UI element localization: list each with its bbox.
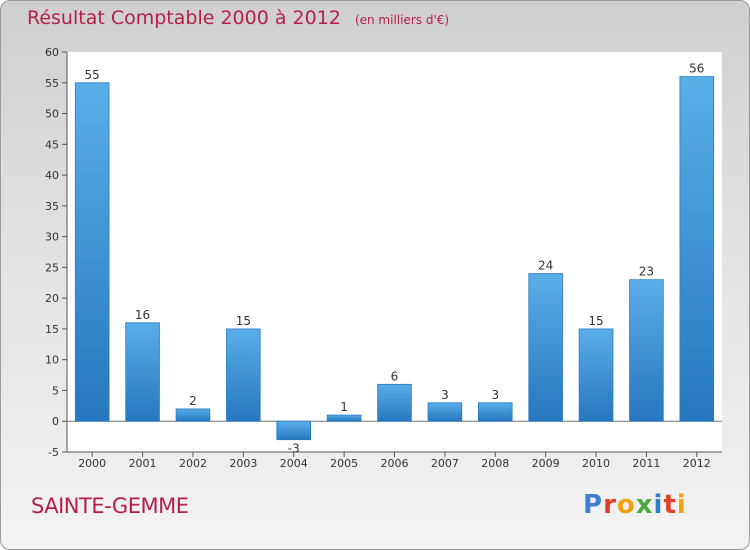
data-label-2003: 15 bbox=[236, 314, 251, 328]
chart-subtitle: (en milliers d'€) bbox=[354, 13, 450, 27]
x-tick-label-2011: 2011 bbox=[632, 457, 660, 470]
proxiti-logo: Proxiti bbox=[583, 490, 687, 520]
logo-letter: i bbox=[653, 490, 664, 520]
data-label-2001: 16 bbox=[135, 308, 150, 322]
bar-2006 bbox=[377, 383, 412, 422]
bar-2004 bbox=[276, 420, 312, 441]
data-label-2005: 1 bbox=[340, 400, 348, 414]
data-label-2002: 2 bbox=[189, 394, 197, 408]
x-tick-label-2003: 2003 bbox=[229, 457, 257, 470]
bar-2010 bbox=[578, 328, 614, 422]
x-tick-label-2004: 2004 bbox=[280, 457, 308, 470]
logo-letter: i bbox=[676, 490, 687, 520]
x-tick-label-2002: 2002 bbox=[179, 457, 207, 470]
x-tick-label-2010: 2010 bbox=[582, 457, 610, 470]
bar-2003 bbox=[226, 328, 261, 422]
bar-2011 bbox=[629, 279, 664, 422]
bar-2001 bbox=[125, 322, 160, 422]
bar-2012 bbox=[679, 76, 715, 422]
y-tick-label: 20 bbox=[45, 292, 59, 305]
data-label-2000: 55 bbox=[85, 68, 100, 82]
y-tick-label: 50 bbox=[45, 108, 59, 121]
logo-letter: P bbox=[583, 490, 604, 520]
chart-title-text: Résultat Comptable 2000 à 2012 bbox=[27, 7, 341, 29]
bar-2009 bbox=[528, 273, 563, 422]
y-tick-label: 30 bbox=[45, 231, 59, 244]
logo-letter: x bbox=[635, 490, 654, 520]
logo-letter: o bbox=[616, 490, 636, 520]
data-label-2007: 3 bbox=[441, 388, 449, 402]
y-tick-label: -5 bbox=[48, 446, 59, 459]
logo-letter: t bbox=[663, 490, 677, 520]
data-label-2008: 3 bbox=[491, 388, 499, 402]
data-label-2004: -3 bbox=[288, 442, 300, 456]
data-label-2011: 23 bbox=[639, 265, 654, 279]
bar-2007 bbox=[427, 402, 463, 422]
data-label-2012: 56 bbox=[689, 62, 704, 76]
x-tick-label-2007: 2007 bbox=[431, 457, 459, 470]
y-tick-label: 55 bbox=[45, 77, 59, 90]
x-tick-label-2005: 2005 bbox=[330, 457, 358, 470]
y-tick-label: 40 bbox=[45, 169, 59, 182]
bar-2008 bbox=[477, 402, 513, 422]
x-tick-label-2008: 2008 bbox=[481, 457, 509, 470]
y-tick-label: 60 bbox=[45, 46, 59, 59]
y-tick-label: 45 bbox=[45, 138, 59, 151]
commune-name: SAINTE-GEMME bbox=[31, 494, 189, 518]
x-tick-label-2000: 2000 bbox=[78, 457, 106, 470]
bar-2000 bbox=[74, 82, 110, 422]
bar-2002 bbox=[175, 408, 211, 422]
y-tick-label: 5 bbox=[52, 384, 59, 397]
chart-title: Résultat Comptable 2000 à 2012 (en milli… bbox=[27, 7, 449, 29]
x-tick-label-2009: 2009 bbox=[532, 457, 560, 470]
x-tick-label-2001: 2001 bbox=[129, 457, 157, 470]
data-label-2006: 6 bbox=[391, 369, 399, 383]
bar-2005 bbox=[326, 414, 362, 422]
y-tick-label: 35 bbox=[45, 200, 59, 213]
data-label-2010: 15 bbox=[588, 314, 603, 328]
logo-letter: r bbox=[603, 490, 617, 520]
y-tick-label: 25 bbox=[45, 261, 59, 274]
y-tick-label: 10 bbox=[45, 354, 59, 367]
y-tick-label: 15 bbox=[45, 323, 59, 336]
x-tick-label-2006: 2006 bbox=[381, 457, 409, 470]
data-label-2009: 24 bbox=[538, 259, 553, 273]
y-tick-label: 0 bbox=[52, 415, 59, 428]
x-tick-label-2012: 2012 bbox=[683, 457, 711, 470]
